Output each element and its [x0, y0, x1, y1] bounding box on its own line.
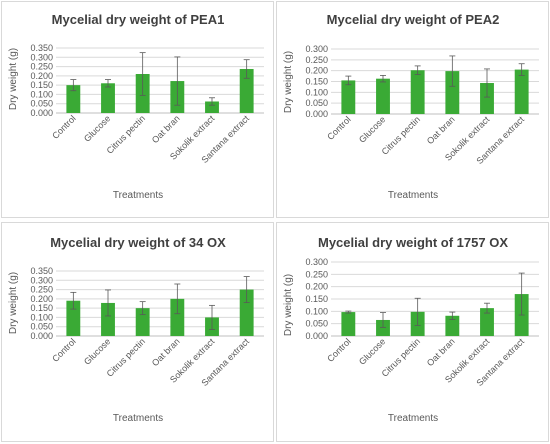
y-tick-label: 0.000 [30, 108, 53, 118]
chart-svg: Mycelial dry weight of PEA2 Treatments D… [283, 12, 539, 201]
x-axis-label: Treatments [113, 413, 163, 424]
y-tick-label: 0.000 [305, 109, 328, 119]
x-tick-label: Glucose [357, 336, 387, 366]
x-axis-label: Treatments [388, 190, 438, 201]
y-tick-label: 0.200 [305, 66, 328, 76]
bar [101, 302, 115, 336]
bar [480, 83, 494, 114]
y-tick-label: 0.000 [305, 331, 328, 341]
y-tick-label: 0.050 [305, 319, 328, 329]
chart-panel-34ox: Mycelial dry weight of 34 OX Treatments … [1, 222, 274, 442]
bar [341, 312, 356, 336]
y-tick-label: 0.050 [305, 98, 328, 108]
bar [239, 68, 254, 113]
chart-title: Mycelial dry weight of PEA2 [327, 12, 500, 27]
x-tick-label: Oat bran [150, 336, 182, 368]
bar [410, 70, 425, 114]
y-tick-label: 0.250 [305, 269, 328, 279]
x-axis-label: Treatments [388, 413, 438, 424]
chart-svg: Mycelial dry weight of PEA1 Treatments D… [8, 12, 264, 201]
chart-panel-pea1: Mycelial dry weight of PEA1 Treatments D… [1, 1, 274, 218]
bar [170, 298, 185, 336]
bar [239, 289, 254, 336]
y-tick-label: 0.200 [30, 71, 53, 81]
y-tick-label: 0.050 [30, 99, 53, 109]
y-axis-label: Dry weight (g) [283, 274, 294, 336]
x-tick-label: Glucose [82, 336, 112, 366]
y-tick-label: 0.350 [30, 43, 53, 53]
bar [480, 308, 494, 336]
chart-panel-pea2: Mycelial dry weight of PEA2 Treatments D… [276, 1, 549, 218]
x-tick-label: Glucose [357, 114, 387, 144]
chart-title: Mycelial dry weight of 1757 OX [318, 235, 508, 250]
y-tick-label: 0.150 [30, 303, 53, 313]
chart-svg: Mycelial dry weight of 1757 OX Treatment… [283, 235, 539, 424]
y-tick-label: 0.200 [305, 282, 328, 292]
x-tick-label: Oat bran [150, 113, 182, 145]
y-tick-label: 0.300 [30, 275, 53, 285]
bar [376, 78, 390, 114]
bar [66, 300, 81, 336]
y-tick-label: 0.300 [305, 44, 328, 54]
y-tick-label: 0.100 [30, 312, 53, 322]
y-tick-label: 0.000 [30, 331, 53, 341]
y-tick-label: 0.250 [305, 55, 328, 65]
bar [101, 83, 115, 113]
y-tick-label: 0.050 [30, 322, 53, 332]
bar [514, 69, 529, 114]
bar [376, 319, 390, 336]
x-tick-label: Control [325, 336, 353, 364]
y-axis-label: Dry weight (g) [8, 272, 19, 334]
y-tick-label: 0.100 [30, 89, 53, 99]
y-tick-label: 0.100 [305, 87, 328, 97]
bar [135, 308, 150, 336]
y-tick-label: 0.300 [30, 52, 53, 62]
y-axis-label: Dry weight (g) [8, 48, 19, 110]
y-tick-label: 0.150 [305, 77, 328, 87]
x-tick-label: Oat bran [425, 114, 457, 146]
y-tick-label: 0.100 [305, 306, 328, 316]
x-tick-label: Oat bran [425, 336, 457, 368]
x-axis-label: Treatments [113, 190, 163, 201]
bar [341, 80, 356, 114]
bar [445, 71, 460, 114]
y-tick-label: 0.250 [30, 62, 53, 72]
bar [205, 101, 219, 113]
y-tick-label: 0.150 [305, 294, 328, 304]
y-tick-label: 0.150 [30, 80, 53, 90]
y-tick-label: 0.300 [305, 257, 328, 267]
y-tick-label: 0.350 [30, 266, 53, 276]
y-tick-label: 0.200 [30, 294, 53, 304]
x-tick-label: Control [50, 113, 78, 141]
x-tick-label: Control [50, 336, 78, 364]
y-tick-label: 0.250 [30, 285, 53, 295]
x-tick-label: Glucose [82, 113, 112, 143]
bar [66, 85, 81, 113]
chart-svg: Mycelial dry weight of 34 OX Treatments … [8, 235, 264, 424]
chart-title: Mycelial dry weight of 34 OX [50, 235, 226, 250]
chart-panel-1757ox: Mycelial dry weight of 1757 OX Treatment… [276, 222, 549, 442]
chart-title: Mycelial dry weight of PEA1 [52, 12, 225, 27]
x-tick-label: Control [325, 114, 353, 142]
bar [445, 315, 460, 336]
y-axis-label: Dry weight (g) [283, 51, 294, 113]
